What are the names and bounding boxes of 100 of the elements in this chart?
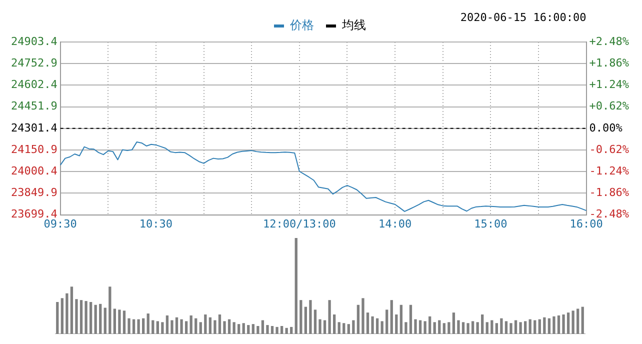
bar (543, 317, 546, 334)
bar (514, 320, 518, 334)
bar (285, 328, 288, 334)
bar (152, 320, 154, 334)
bar (462, 322, 465, 334)
bar (80, 300, 83, 334)
x-tick-label: 14:00 (378, 217, 412, 230)
bar (428, 316, 432, 334)
bar (300, 300, 302, 334)
bar (204, 314, 207, 334)
bar (309, 300, 312, 334)
bar (304, 306, 308, 334)
bar (199, 322, 202, 334)
bar (395, 314, 398, 334)
bar (448, 322, 450, 334)
bar (376, 318, 379, 334)
bar (476, 322, 479, 334)
bar (314, 310, 317, 334)
bar (99, 304, 102, 334)
y-tick-label: 24000.4 (11, 164, 58, 178)
bar (424, 321, 426, 334)
bar (433, 322, 436, 334)
bar (128, 318, 130, 334)
y-tick-label: 24602.4 (11, 78, 58, 92)
bar (418, 320, 422, 334)
y2-tick-label: +1.86% (589, 56, 630, 70)
y2-tick-label: +1.24% (589, 78, 630, 92)
bar (256, 326, 260, 334)
x-tick-label: 12:00/13:00 (262, 217, 336, 230)
bar (208, 317, 212, 334)
bar (232, 322, 236, 334)
bar (113, 308, 116, 334)
bar (104, 308, 106, 334)
bar (386, 310, 388, 334)
y-tick-label: 24451.9 (11, 100, 58, 113)
bar (342, 323, 346, 334)
bar (347, 324, 350, 334)
bar (362, 298, 364, 334)
bar (290, 326, 293, 334)
bar (572, 310, 574, 334)
bar (228, 319, 231, 334)
y2-tick-label: +2.48% (589, 34, 630, 48)
bar (457, 320, 460, 334)
bar (108, 286, 112, 334)
bar (380, 321, 384, 334)
bar (247, 325, 250, 334)
bar (332, 314, 336, 334)
bar (266, 325, 269, 334)
bar (161, 322, 164, 334)
x-tick-label: 15:00 (474, 217, 508, 230)
y2-tick-label: +0.62% (589, 100, 630, 113)
bar (576, 308, 580, 334)
y-tick-label: 23849.9 (11, 186, 58, 200)
bar (371, 316, 374, 334)
bar (409, 304, 412, 334)
legend-label: 均线 (341, 18, 366, 32)
bar (495, 323, 498, 334)
bar (190, 315, 192, 334)
bar (366, 312, 370, 334)
bar (323, 320, 326, 334)
bar (400, 304, 402, 334)
bar (261, 320, 264, 334)
bar (56, 302, 59, 334)
bar (404, 322, 408, 334)
bar (352, 320, 355, 334)
bar (294, 238, 298, 334)
bar (471, 321, 474, 334)
bar (390, 300, 393, 334)
bar (70, 286, 74, 334)
bar (66, 293, 68, 334)
y-tick-label: 24903.4 (11, 34, 58, 48)
y2-tick-label: -1.86% (589, 186, 630, 200)
bar (242, 323, 245, 334)
bar (414, 319, 417, 334)
bar (118, 310, 121, 334)
bar (270, 326, 274, 334)
bar (318, 319, 322, 334)
bar (84, 301, 88, 334)
bar (438, 320, 441, 334)
bar (238, 324, 240, 334)
bar (218, 314, 222, 334)
bar (184, 321, 188, 334)
y-tick-label: 24301.4 (11, 121, 58, 134)
bar (223, 321, 226, 334)
bar (486, 322, 488, 334)
bar (170, 320, 174, 334)
legend-label: 价格 (289, 18, 314, 32)
bar (548, 318, 551, 334)
bar (166, 315, 169, 334)
bar (142, 318, 145, 334)
bar (538, 319, 541, 334)
bar (194, 318, 198, 334)
text: 2020-06-15 16:00:00 (460, 10, 586, 24)
bar (442, 323, 446, 334)
bar (356, 304, 360, 334)
bar (534, 320, 536, 334)
bar (89, 302, 92, 334)
bar (510, 323, 512, 334)
bar (156, 321, 159, 334)
bar (581, 306, 584, 334)
